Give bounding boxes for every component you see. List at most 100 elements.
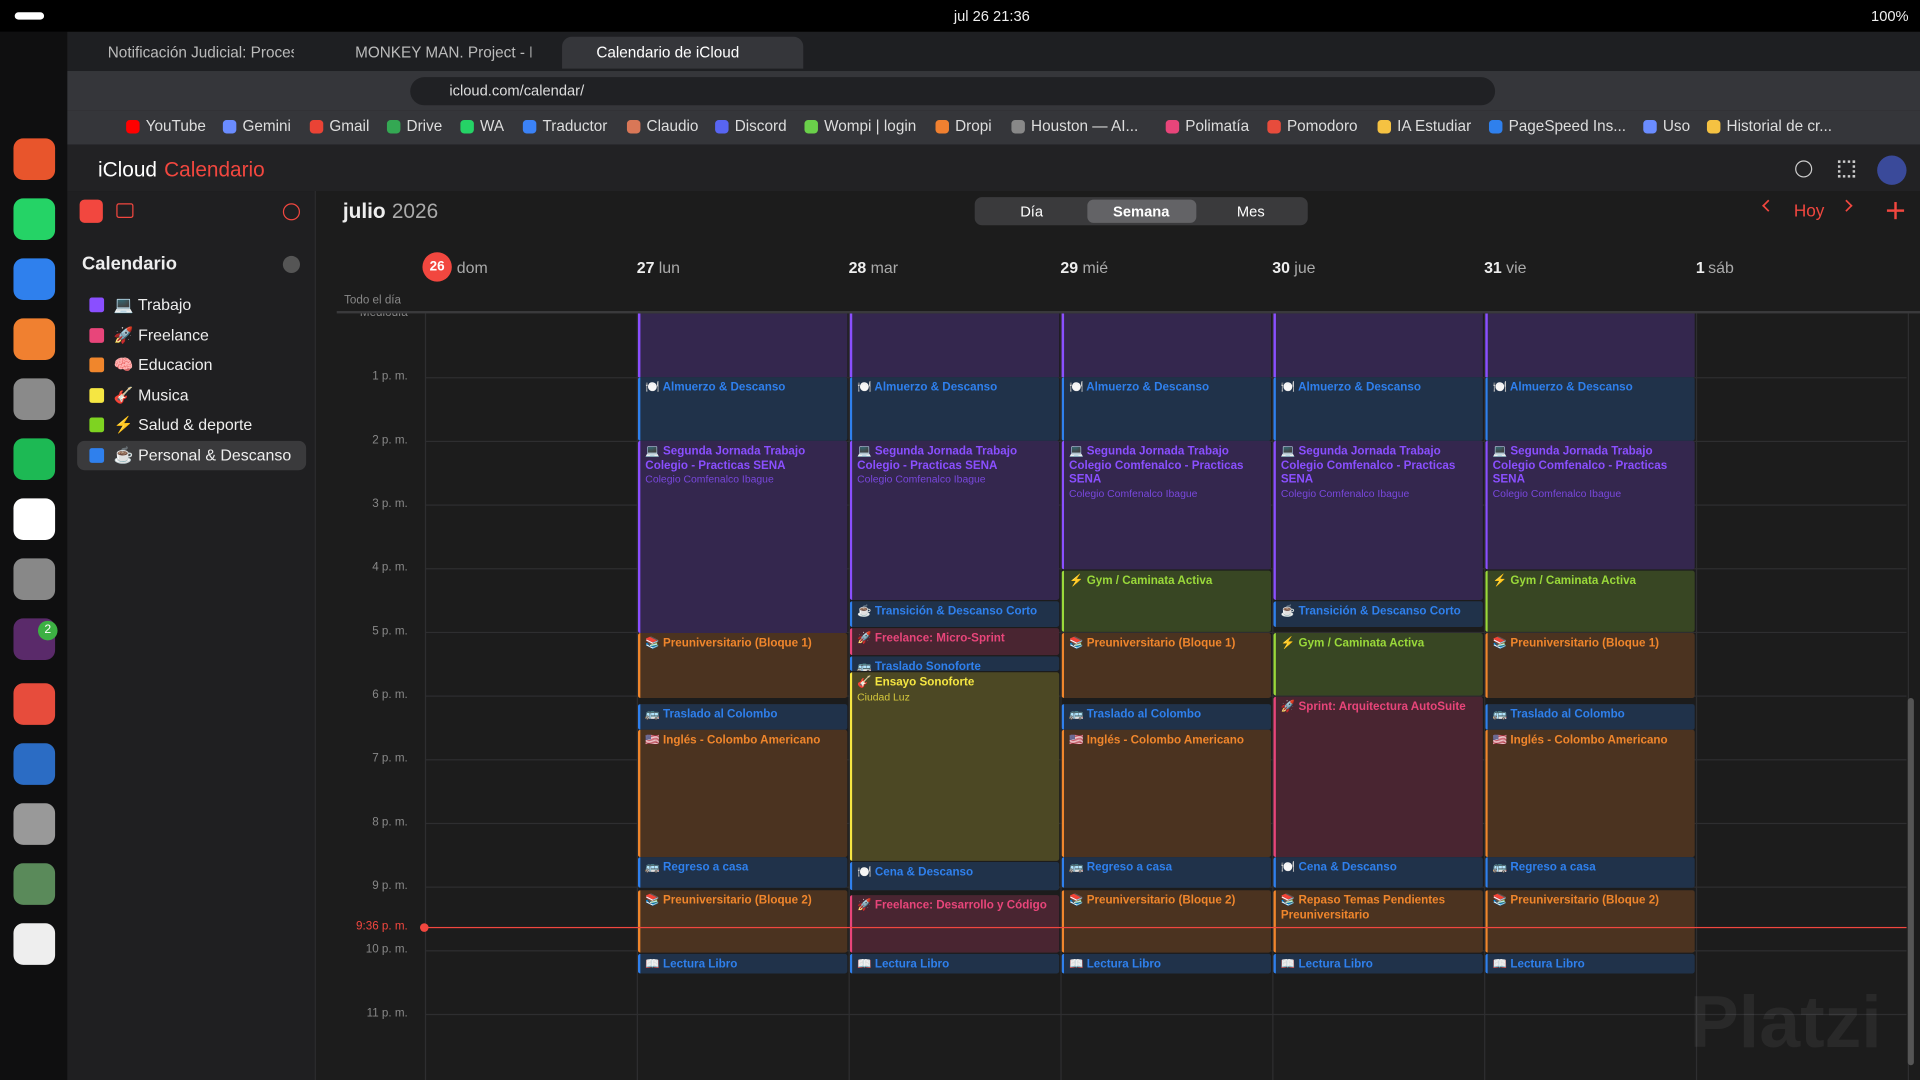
next-week[interactable]	[1840, 199, 1853, 212]
event[interactable]: 🚌 Traslado al Colombo	[1061, 704, 1272, 730]
event[interactable]: 🚀 Freelance: Desarrollo y Código	[849, 895, 1060, 953]
event[interactable]: 📚 Preuniversitario (Bloque 1)	[1485, 633, 1695, 698]
dock-icon[interactable]	[13, 803, 56, 845]
bookmark[interactable]: Traductor	[542, 117, 608, 135]
calendar-checkbox[interactable]	[89, 387, 105, 403]
bookmark[interactable]: Claudio	[646, 117, 699, 135]
event[interactable]: 🍽️ Cena & Descanso	[1273, 857, 1483, 888]
tab[interactable]: Notificación Judicial: Proceso	[73, 37, 315, 69]
dock-icon[interactable]	[13, 683, 56, 725]
event[interactable]: 💻 Segunda Jornada Trabajo Colegio Comfen…	[1485, 440, 1695, 570]
event[interactable]: 🚌 Traslado al Colombo	[637, 704, 848, 730]
add-button[interactable]	[1795, 160, 1813, 178]
dock-icon[interactable]	[13, 923, 56, 965]
event[interactable]: ☕ Transición & Descanso Corto	[849, 601, 1060, 627]
event[interactable]: 📖 Lectura Libro	[1061, 953, 1272, 974]
event[interactable]: 🇺🇸 Inglés - Colombo Americano	[1061, 729, 1272, 858]
event[interactable]: 📚 Preuniversitario (Bloque 2)	[637, 890, 848, 953]
event[interactable]: 🚌 Traslado al Colombo	[1485, 704, 1695, 730]
apps-grid[interactable]	[1837, 160, 1856, 178]
calendar-icon[interactable]	[79, 199, 103, 223]
dock-icon[interactable]	[13, 318, 56, 360]
dock-icon[interactable]	[13, 863, 56, 905]
event[interactable]: 🍽️ Almuerzo & Descanso	[637, 377, 848, 441]
view-button[interactable]: Día	[977, 200, 1086, 223]
event[interactable]: 🚌 Traslado Sonoforte	[849, 656, 1060, 672]
dock-icon[interactable]	[13, 138, 56, 180]
dock-icon[interactable]	[13, 558, 56, 600]
event[interactable]: ⚡ Gym / Caminata Activa	[1061, 570, 1272, 632]
bookmark[interactable]: Wompi | login	[824, 117, 917, 135]
add-calendar[interactable]	[282, 255, 300, 274]
event[interactable]: 🍽️ Almuerzo & Descanso	[849, 377, 1060, 441]
event[interactable]: 📚 Preuniversitario (Bloque 2)	[1061, 890, 1272, 953]
bookmark[interactable]: Dropi	[955, 117, 992, 135]
bookmark[interactable]: Gmail	[329, 117, 370, 135]
bookmark[interactable]: PageSpeed Ins...	[1508, 117, 1627, 135]
inbox-icon[interactable]	[116, 203, 134, 218]
calendar-checkbox[interactable]	[89, 418, 105, 433]
event[interactable]: 💻 Segunda Jornada Trabajo Colegio Comfen…	[1061, 440, 1272, 570]
event[interactable]: ⚡ Gym / Caminata Activa	[1485, 570, 1695, 632]
dock-icon[interactable]	[13, 743, 56, 785]
bookmark[interactable]: Polimatía	[1185, 117, 1250, 135]
event[interactable]: 🍽️ Cena & Descanso	[849, 862, 1060, 891]
dock-icon[interactable]	[13, 498, 56, 540]
bookmark[interactable]: WA	[480, 117, 505, 135]
event[interactable]: 🇺🇸 Inglés - Colombo Americano	[637, 729, 848, 858]
event[interactable]: 📖 Lectura Libro	[1273, 953, 1483, 974]
event[interactable]: 💻 Segunda Jornada Trabajo Colegio Comfen…	[1273, 440, 1483, 600]
dock-icon[interactable]	[13, 378, 56, 420]
bookmark[interactable]: Gemini	[242, 117, 291, 135]
prev-week[interactable]	[1762, 199, 1775, 212]
tab[interactable]: MONKEY MAN. Project - Port	[321, 37, 554, 69]
calendar-name[interactable]: 🧠 Educacion	[113, 355, 213, 374]
calendar-checkbox[interactable]	[89, 297, 105, 313]
today-button[interactable]: Hoy	[1793, 200, 1825, 221]
more-button[interactable]	[282, 203, 300, 221]
calendar-name[interactable]: ⚡ Salud & deporte	[113, 415, 253, 434]
event[interactable]: 📚 Preuniversitario (Bloque 1)	[1061, 633, 1272, 698]
dock-icon[interactable]	[13, 198, 56, 240]
event[interactable]: 💻 Segunda Jornada Trabajo Colegio - Prac…	[637, 440, 848, 634]
bookmark[interactable]: Uso	[1662, 117, 1691, 135]
event[interactable]: 🍽️ Almuerzo & Descanso	[1485, 377, 1695, 441]
bookmark[interactable]: Drive	[406, 117, 443, 135]
calendar-name[interactable]: 🚀 Freelance	[113, 325, 209, 344]
bookmark[interactable]: IA Estudiar	[1397, 117, 1472, 135]
event[interactable]: 🚌 Regreso a casa	[1061, 857, 1272, 888]
dock-icon[interactable]	[13, 438, 56, 480]
calendar-name[interactable]: ☕ Personal & Descanso	[113, 445, 292, 465]
tab[interactable]: Calendario de iCloud	[562, 36, 804, 69]
event[interactable]: 🚀 Freelance: Micro-Sprint	[849, 628, 1060, 656]
view-button[interactable]: Semana	[1086, 199, 1196, 223]
event[interactable]: 📖 Lectura Libro	[1485, 953, 1695, 974]
event[interactable]: 🇺🇸 Inglés - Colombo Americano	[1485, 729, 1695, 858]
event[interactable]: 🚌 Regreso a casa	[1485, 857, 1695, 888]
address-field[interactable]	[410, 77, 1496, 106]
event[interactable]: 🍽️ Almuerzo & Descanso	[1061, 377, 1272, 441]
event[interactable]: 📚 Preuniversitario (Bloque 1)	[637, 633, 848, 698]
calendar-checkbox[interactable]	[89, 448, 105, 463]
event[interactable]: 🎸 Ensayo Sonoforte Ciudad Luz	[849, 672, 1060, 861]
avatar[interactable]	[1877, 155, 1907, 185]
view-button[interactable]: Mes	[1196, 200, 1305, 223]
event[interactable]: ☕ Transición & Descanso Corto	[1273, 601, 1483, 627]
event[interactable]: 🍽️ Almuerzo & Descanso	[1273, 377, 1483, 441]
calendar-checkbox[interactable]	[89, 327, 105, 343]
bookmark[interactable]: YouTube	[145, 117, 206, 135]
event[interactable]: ⚡ Gym / Caminata Activa	[1273, 633, 1483, 696]
bookmark[interactable]: Historial de cr...	[1726, 117, 1833, 135]
dock-icon[interactable]	[13, 258, 56, 300]
event[interactable]: 📚 Preuniversitario (Bloque 2)	[1485, 890, 1695, 953]
bookmark[interactable]: Pomodoro	[1286, 117, 1358, 135]
bookmark[interactable]: Houston — AI...	[1031, 117, 1139, 135]
calendar-checkbox[interactable]	[89, 357, 105, 373]
event[interactable]: 📖 Lectura Libro	[637, 953, 848, 974]
calendar-name[interactable]: 💻 Trabajo	[113, 295, 192, 314]
calendar-name[interactable]: 🎸 Musica	[113, 385, 189, 404]
event[interactable]: 🚀 Sprint: Arquitectura AutoSuite	[1273, 696, 1483, 858]
event[interactable]: 📖 Lectura Libro	[849, 953, 1060, 974]
event[interactable]: 💻 Segunda Jornada Trabajo Colegio - Prac…	[849, 440, 1060, 600]
event[interactable]: 📚 Repaso Temas Pendientes Preuniversitar…	[1273, 890, 1483, 953]
